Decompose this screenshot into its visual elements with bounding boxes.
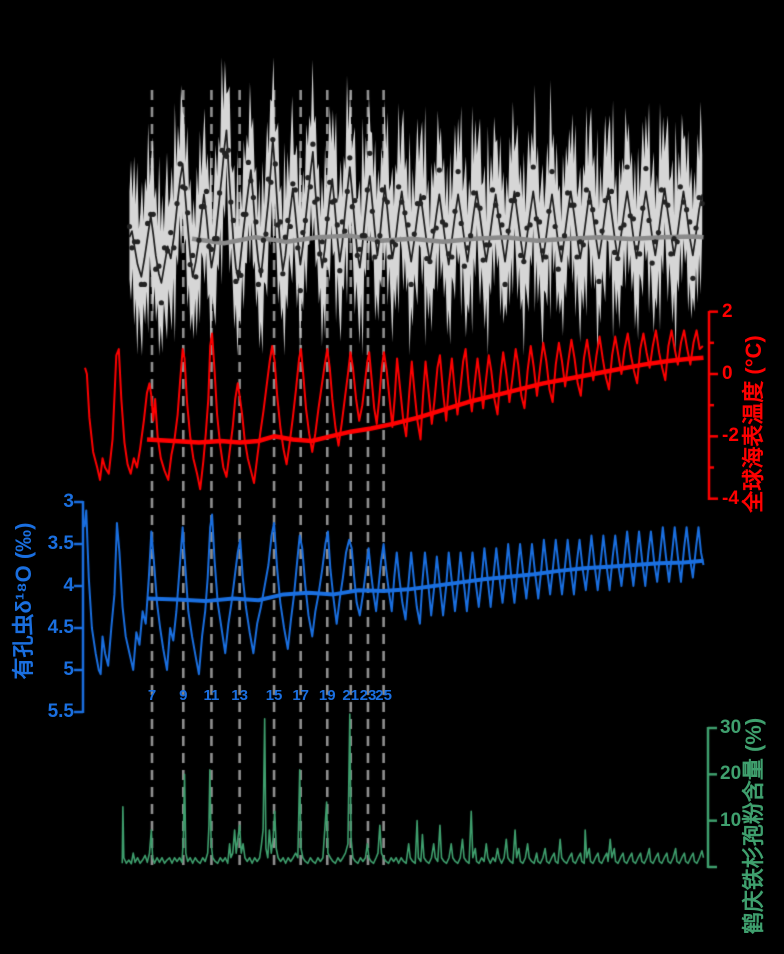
d18o-axis-tick-label: 5.5 [47,701,74,722]
mis-stage-label: 15 [265,687,283,704]
mis-stage-label: 7 [147,687,157,704]
sst-axis-tick-label: -2 [722,425,739,447]
pollen-axis-tick-label: 30 [720,717,742,738]
sst-axis-tick-label: -4 [722,487,739,509]
pollen-axis-tick-label: 20 [720,763,742,785]
d18o-axis-tick-label: 3.5 [47,533,74,554]
d18o-axis-tick-label: 3 [63,491,74,512]
mis-stage-label: 25 [375,687,392,704]
d18o-axis-tick-label: 4 [63,575,74,596]
sst-axis-tick-label: 0 [722,363,733,384]
d18o-axis-tick-label: 4.5 [47,617,74,638]
mis-stage-label: 19 [318,687,336,704]
mis-stage-label: 11 [203,687,220,704]
d18o-axis-tick-label: 5 [63,659,74,680]
sst-axis-tick-label: 2 [722,300,733,322]
sst-axis-title: 全球海表温度 (°C) [741,335,766,513]
mis-stage-label: 9 [179,687,188,704]
mis-stage-label: 23 [359,687,377,704]
mis-stage-label: 17 [292,687,309,704]
pollen-axis-tick-label: 10 [720,809,742,831]
mis-stage-label: 21 [342,687,360,704]
mis-stage-label: 13 [231,687,248,704]
